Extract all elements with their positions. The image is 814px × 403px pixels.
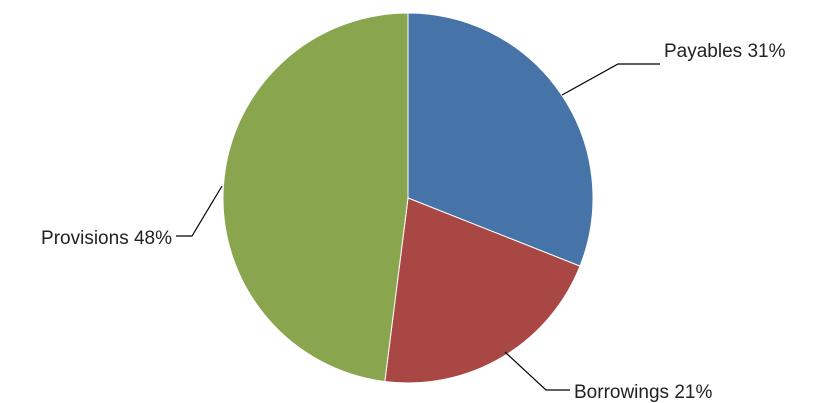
leader-lines — [176, 63, 660, 391]
pie-slices — [222, 12, 594, 384]
leader-line-payables — [561, 63, 660, 96]
slice-label-borrowings: Borrowings 21% — [574, 382, 712, 403]
pie-slice-payables — [407, 12, 594, 267]
slice-label-payables: Payables 31% — [664, 41, 786, 62]
leader-line-provisions — [176, 185, 223, 237]
pie-slice-borrowings — [384, 197, 581, 384]
slice-label-provisions: Provisions 48% — [41, 228, 172, 249]
pie-slice-provisions — [222, 12, 409, 383]
leader-line-borrowings — [504, 351, 570, 391]
slice-labels: Payables 31% Borrowings 21% Provisions 48% — [41, 41, 786, 403]
